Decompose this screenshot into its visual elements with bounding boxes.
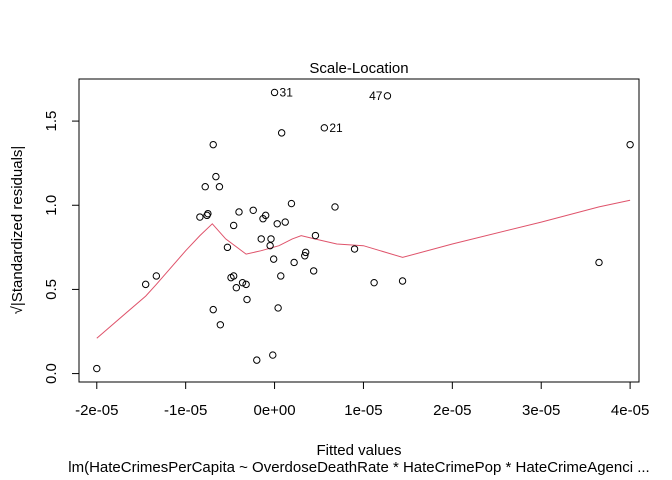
data-point — [215, 183, 224, 191]
y-tick-label: 0.0 — [43, 363, 60, 384]
data-point — [273, 220, 281, 228]
point-label: 21 — [329, 121, 343, 135]
data-point — [398, 277, 407, 285]
data-point — [201, 183, 209, 191]
smooth-line — [96, 199, 631, 339]
data-point — [301, 252, 309, 260]
data-point — [269, 255, 278, 263]
x-tick-label: 0e+00 — [253, 402, 295, 419]
y-tick-label: 1.5 — [43, 111, 60, 132]
data-point — [141, 280, 150, 289]
data-point — [270, 88, 279, 97]
smooth-line-group — [96, 199, 631, 339]
data-point — [152, 272, 161, 280]
data-point — [277, 129, 286, 137]
y-tick-label: 1.0 — [43, 195, 60, 216]
y-axis-title: √|Standardized residuals| — [9, 146, 26, 315]
data-point — [229, 272, 238, 280]
data-point — [232, 284, 241, 292]
data-point — [277, 272, 285, 280]
data-point — [204, 209, 212, 218]
data-point — [281, 218, 289, 226]
data-point — [93, 364, 101, 373]
data-point — [212, 172, 220, 181]
data-point — [253, 356, 261, 364]
data-point — [196, 213, 204, 221]
data-point — [290, 258, 298, 267]
data-point — [257, 235, 265, 243]
data-point — [331, 203, 339, 211]
data-point — [209, 305, 217, 314]
data-point — [216, 321, 225, 329]
point-labels-group: 31 21 47 — [280, 85, 383, 134]
data-point — [229, 221, 238, 230]
x-tick-label: 3e-05 — [522, 402, 560, 419]
x-tick-label: 2e-05 — [433, 402, 471, 419]
y-axis-title-text: |Standardized residuals| — [9, 146, 26, 306]
data-point — [269, 351, 277, 359]
data-point — [235, 208, 243, 216]
data-point — [249, 206, 257, 215]
point-label: 31 — [280, 85, 294, 99]
data-point — [238, 278, 247, 287]
x-tick-label: -1e-05 — [164, 402, 207, 419]
plot-frame — [78, 78, 640, 383]
data-point — [301, 248, 310, 257]
sqrt-symbol: √ — [9, 305, 26, 314]
data-point — [209, 140, 217, 149]
data-point — [287, 199, 296, 208]
data-point — [243, 295, 251, 304]
chart-title: Scale-Location — [309, 60, 408, 77]
x-axis-title: Fitted values — [316, 442, 401, 459]
points-group — [93, 88, 634, 373]
data-point — [223, 243, 232, 252]
data-point — [261, 211, 270, 220]
y-axis: 0.0 0.5 1.0 1.5 — [43, 111, 80, 384]
data-point — [350, 245, 359, 253]
data-point — [242, 280, 250, 289]
point-label: 47 — [369, 89, 383, 103]
data-point — [595, 258, 603, 267]
x-tick-label: -2e-05 — [75, 402, 118, 419]
data-point — [320, 124, 329, 132]
data-point — [626, 140, 634, 149]
x-tick-label: 1e-05 — [344, 402, 382, 419]
data-point — [309, 267, 318, 275]
data-point — [311, 231, 320, 240]
x-tick-label: 4e-05 — [611, 402, 649, 419]
data-point — [370, 278, 378, 287]
model-formula-subtitle: lm(HateCrimesPerCapita ~ OverdoseDeathRa… — [68, 459, 649, 476]
data-point — [267, 235, 275, 243]
data-point — [383, 92, 392, 100]
x-axis: -2e-05 -1e-05 0e+00 1e-05 2e-05 3e-05 4e-05 — [75, 381, 649, 419]
y-tick-label: 0.5 — [43, 279, 60, 300]
data-point — [274, 304, 282, 312]
